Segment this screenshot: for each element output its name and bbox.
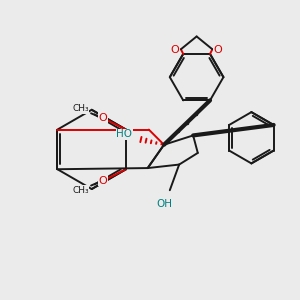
Text: OH: OH (156, 199, 172, 209)
Text: HO: HO (116, 129, 132, 139)
Text: CH₃: CH₃ (72, 104, 89, 113)
Text: O: O (214, 45, 223, 56)
Text: CH₃: CH₃ (72, 186, 89, 195)
Text: O: O (171, 45, 179, 56)
Text: O: O (99, 176, 107, 186)
Text: O: O (99, 113, 107, 123)
